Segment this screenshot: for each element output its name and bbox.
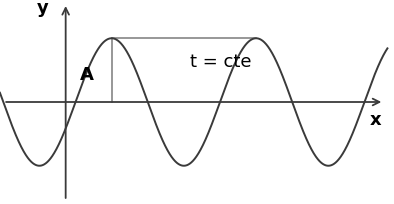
Text: t = cte: t = cte xyxy=(190,53,252,71)
Text: x: x xyxy=(370,111,381,129)
Text: A: A xyxy=(80,66,94,84)
Text: y: y xyxy=(37,0,48,17)
